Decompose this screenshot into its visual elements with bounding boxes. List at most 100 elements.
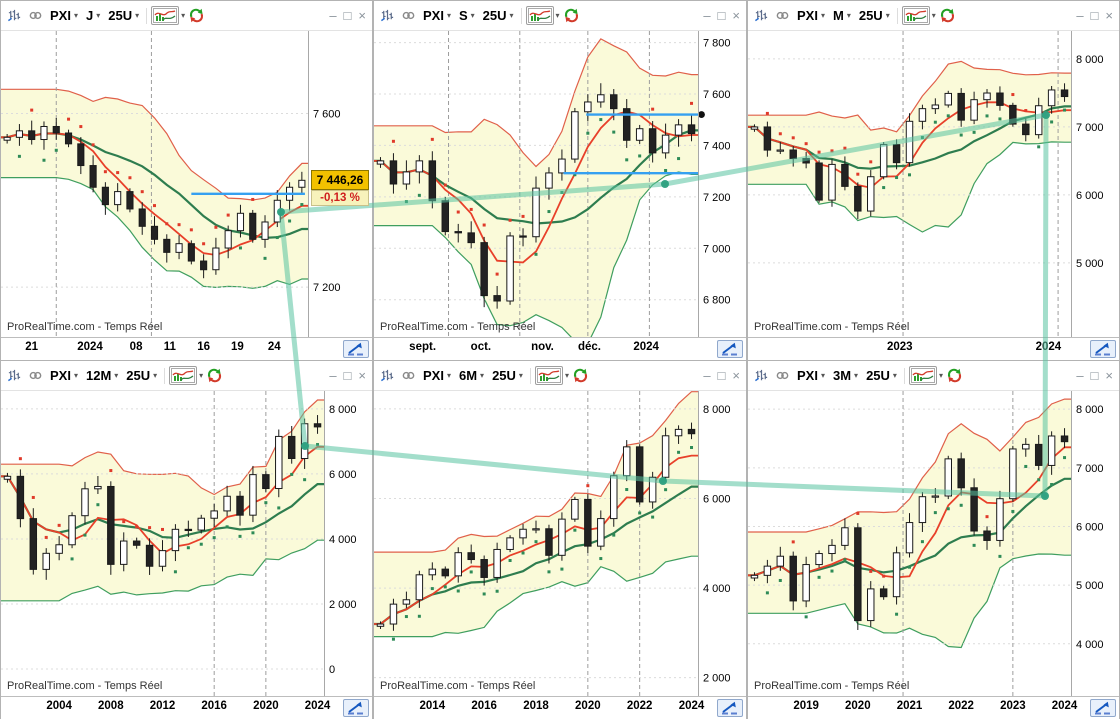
indicator-style-button[interactable] xyxy=(901,6,930,25)
symbol-dropdown[interactable]: PXI ▾ xyxy=(420,6,454,25)
x-axis-label: 2020 xyxy=(845,700,871,712)
x-axis-labels: 2019 2020 2021 2022 2023 2024 xyxy=(748,697,1119,719)
timeframe-dropdown[interactable]: 6M ▾ xyxy=(456,366,487,385)
chart-area[interactable]: 8 000 7 000 6 000 5 000 ProRealTime.com - T… xyxy=(748,31,1119,337)
chart-area[interactable]: 8 000 7 000 6 000 5 000 4 000 ProRealTime.co… xyxy=(748,391,1119,696)
symbol-dropdown[interactable]: PXI ▾ xyxy=(794,6,828,25)
up-arrow-icon xyxy=(722,342,737,356)
maximize-button[interactable]: □ xyxy=(1090,8,1099,23)
ohlc-settings-icon[interactable] xyxy=(5,6,24,25)
style-dropdown-caret[interactable]: ▾ xyxy=(938,371,943,380)
units-dropdown[interactable]: 25U ▾ xyxy=(489,366,526,385)
svg-text:7 600: 7 600 xyxy=(703,89,731,101)
price-chart[interactable]: 8 000 7 000 6 000 5 000 xyxy=(748,31,1119,337)
timeframe-dropdown[interactable]: 3M ▾ xyxy=(830,366,861,385)
maximize-button[interactable]: □ xyxy=(1090,368,1099,383)
minimize-button[interactable]: – xyxy=(1076,8,1084,23)
link-charts-icon[interactable] xyxy=(773,6,792,25)
ohlc-settings-icon[interactable] xyxy=(752,6,771,25)
units-dropdown[interactable]: 25U ▾ xyxy=(480,6,517,25)
symbol-dropdown[interactable]: PXI ▾ xyxy=(420,366,454,385)
indicator-style-button[interactable] xyxy=(908,366,937,385)
link-charts-icon[interactable] xyxy=(773,366,792,385)
svg-text:8 000: 8 000 xyxy=(329,404,357,416)
price-chart[interactable]: 8 000 6 000 4 000 2 000 xyxy=(374,391,746,696)
symbol-dropdown[interactable]: PXI ▾ xyxy=(794,366,828,385)
refresh-button[interactable] xyxy=(205,366,224,385)
chevron-down-icon: ▾ xyxy=(846,11,851,20)
refresh-button[interactable] xyxy=(571,366,590,385)
close-button[interactable]: × xyxy=(732,8,740,23)
link-charts-icon[interactable] xyxy=(399,6,418,25)
symbol-dropdown[interactable]: PXI ▾ xyxy=(47,366,81,385)
units-dropdown[interactable]: 25U ▾ xyxy=(123,366,160,385)
style-dropdown-caret[interactable]: ▾ xyxy=(564,371,569,380)
minimize-button[interactable]: – xyxy=(703,8,711,23)
x-axis: 21 2024 08 11 16 19 24 xyxy=(1,337,372,360)
chevron-down-icon: ▾ xyxy=(446,11,451,20)
refresh-glyph xyxy=(564,8,578,23)
units-dropdown[interactable]: 25U ▾ xyxy=(856,6,893,25)
ohlc-settings-icon[interactable] xyxy=(378,6,397,25)
maximize-button[interactable]: □ xyxy=(343,368,352,383)
minimize-button[interactable]: – xyxy=(1076,368,1084,383)
ohlc-settings-icon[interactable] xyxy=(378,366,397,385)
statistics-button[interactable] xyxy=(343,699,369,717)
style-dropdown-caret[interactable]: ▾ xyxy=(555,11,560,20)
statistics-button[interactable] xyxy=(717,340,743,358)
price-chart[interactable]: 8 000 7 000 6 000 5 000 4 000 xyxy=(748,391,1119,696)
grid-layer xyxy=(1,31,308,337)
indicator-style-button[interactable] xyxy=(525,6,554,25)
minimize-button[interactable]: – xyxy=(329,368,337,383)
ohlc-settings-icon[interactable] xyxy=(752,366,771,385)
link-glyph xyxy=(29,371,42,380)
link-charts-icon[interactable] xyxy=(26,366,45,385)
timeframe-dropdown[interactable]: J ▾ xyxy=(83,6,103,25)
svg-text:2 000: 2 000 xyxy=(329,599,357,611)
refresh-button[interactable] xyxy=(562,6,581,25)
style-dropdown-caret[interactable]: ▾ xyxy=(199,371,204,380)
timeframe-dropdown[interactable]: 12M ▾ xyxy=(83,366,121,385)
ohlc-glyph xyxy=(7,369,21,382)
chart-area[interactable]: 8 000 6 000 4 000 2 000 0 ProRealTime.com - … xyxy=(1,391,372,696)
close-button[interactable]: × xyxy=(732,368,740,383)
svg-text:6 800: 6 800 xyxy=(703,295,731,307)
statistics-button[interactable] xyxy=(1090,340,1116,358)
close-button[interactable]: × xyxy=(358,8,366,23)
symbol-dropdown[interactable]: PXI ▾ xyxy=(47,6,81,25)
maximize-button[interactable]: □ xyxy=(717,8,726,23)
minimize-button[interactable]: – xyxy=(703,368,711,383)
chart-area[interactable]: 7 800 7 600 7 400 7 200 7 000 6 800 ProRealTi… xyxy=(374,31,746,337)
units-dropdown[interactable]: 25U ▾ xyxy=(863,366,900,385)
link-charts-icon[interactable] xyxy=(26,6,45,25)
refresh-button[interactable] xyxy=(945,366,964,385)
indicator-style-button[interactable] xyxy=(534,366,563,385)
chart-area[interactable]: 7 600 7 200 ProRealTime.com - Temps Réel xyxy=(1,31,372,337)
style-dropdown-caret[interactable]: ▾ xyxy=(931,11,936,20)
chart-area[interactable]: 8 000 6 000 4 000 2 000 ProRealTime.com - T… xyxy=(374,391,746,696)
refresh-glyph xyxy=(947,368,962,383)
statistics-button[interactable] xyxy=(717,699,743,717)
close-button[interactable]: × xyxy=(1105,8,1113,23)
timeframe-dropdown[interactable]: S ▾ xyxy=(456,6,478,25)
close-button[interactable]: × xyxy=(358,368,366,383)
timeframe-dropdown[interactable]: M ▾ xyxy=(830,6,854,25)
link-charts-icon[interactable] xyxy=(399,366,418,385)
sar-dots xyxy=(18,443,320,574)
indicator-style-button[interactable] xyxy=(151,6,180,25)
indicator-style-button[interactable] xyxy=(169,366,198,385)
statistics-button[interactable] xyxy=(1090,699,1116,717)
refresh-button[interactable] xyxy=(187,6,206,25)
price-chart[interactable]: 7 600 7 200 xyxy=(1,31,372,337)
price-chart[interactable]: 7 800 7 600 7 400 7 200 7 000 6 800 xyxy=(374,31,746,337)
minimize-button[interactable]: – xyxy=(329,8,337,23)
refresh-button[interactable] xyxy=(938,6,957,25)
ohlc-settings-icon[interactable] xyxy=(5,366,24,385)
units-dropdown[interactable]: 25U ▾ xyxy=(105,6,142,25)
statistics-button[interactable] xyxy=(343,340,369,358)
price-chart[interactable]: 8 000 6 000 4 000 2 000 0 xyxy=(1,391,372,696)
maximize-button[interactable]: □ xyxy=(717,368,726,383)
maximize-button[interactable]: □ xyxy=(343,8,352,23)
close-button[interactable]: × xyxy=(1105,368,1113,383)
style-dropdown-caret[interactable]: ▾ xyxy=(181,11,186,20)
